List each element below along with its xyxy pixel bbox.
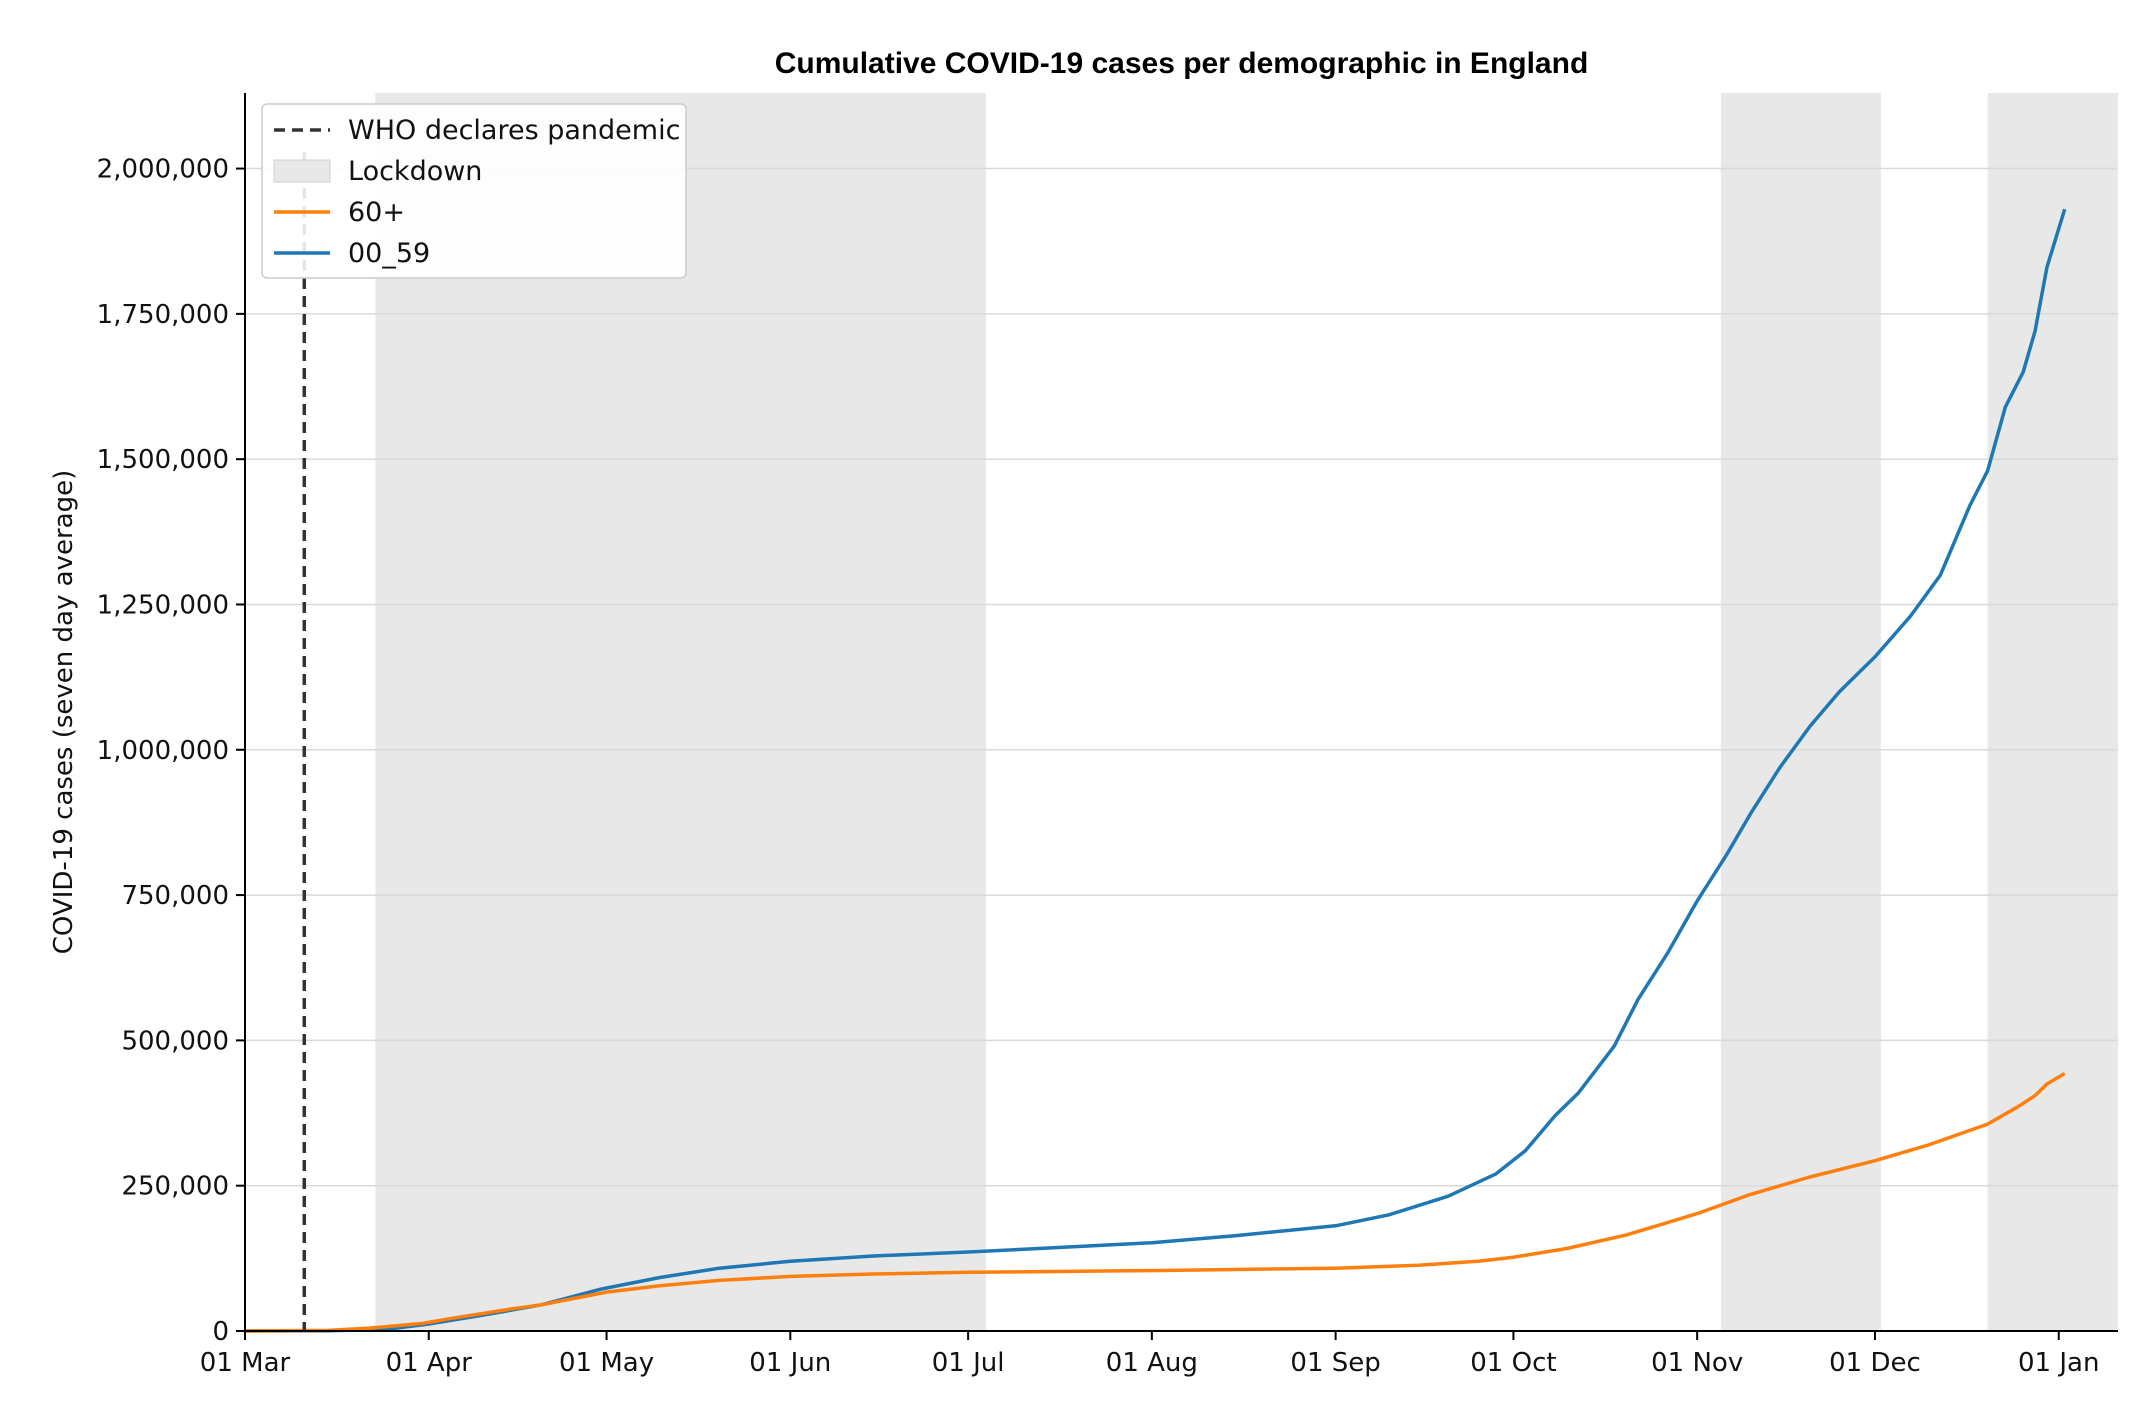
x-tick-label: 01 Mar	[200, 1348, 291, 1378]
x-tick-label: 01 Sep	[1290, 1348, 1380, 1378]
x-tick-label: 01 Dec	[1829, 1348, 1921, 1378]
x-tick-label: 01 Oct	[1470, 1348, 1556, 1378]
y-axis-label: COVID-19 cases (seven day average)	[49, 470, 79, 954]
series-line-00-59	[244, 208, 2067, 1333]
y-tick-label: 1,250,000	[97, 590, 229, 620]
y-tick-label: 750,000	[121, 881, 229, 911]
lockdown-period-3	[1987, 93, 2118, 1331]
x-tick-label: 01 Nov	[1651, 1348, 1743, 1378]
lockdown-period-2	[1720, 93, 1881, 1331]
legend-box	[261, 103, 687, 279]
legend-marker-lockdown	[273, 159, 331, 183]
axes	[244, 93, 2118, 1332]
legend-entry-label: 00_59	[348, 238, 430, 269]
x-tick-label: 01 Jul	[932, 1348, 1005, 1378]
y-tick-label: 500,000	[121, 1026, 229, 1056]
x-tick-label: 01 Jun	[749, 1348, 831, 1378]
legend-entry-label: WHO declares pandemic	[348, 115, 680, 146]
y-gridlines	[245, 167, 2118, 1187]
chart-title: Cumulative COVID-19 cases per demographi…	[775, 47, 1589, 80]
y-tick-label: 1,750,000	[97, 300, 229, 330]
x-tick-label: 01 Aug	[1106, 1348, 1198, 1378]
legend-entry-label: 60+	[348, 197, 405, 228]
y-tick-label: 1,000,000	[97, 736, 229, 766]
x-tick-label: 01 Apr	[386, 1348, 473, 1378]
y-tick-label: 2,000,000	[97, 155, 229, 185]
y-tick-label: 0	[212, 1317, 229, 1347]
series-lines	[244, 208, 2067, 1333]
legend-entry-label: Lockdown	[348, 156, 482, 187]
y-tick-label: 1,500,000	[97, 445, 229, 475]
x-axis-ticks: 01 Mar 01 Apr 01 May 01 Jun 01 Jul 01 Aug 01 S…	[200, 1331, 2099, 1378]
legend: WHO declares pandemic Lockdown 60+ 00_59	[261, 103, 687, 279]
y-axis-ticks: 0 250,000 500,000 750,000 1,000,000 1,250,000…	[97, 155, 245, 1347]
lockdown-shading	[375, 93, 2118, 1331]
y-tick-label: 250,000	[121, 1172, 229, 1202]
series-line-60-	[244, 1071, 2066, 1333]
x-tick-label: 01 May	[559, 1348, 654, 1378]
lockdown-period-1	[375, 93, 986, 1331]
x-tick-label: 01 Jan	[2018, 1348, 2099, 1378]
